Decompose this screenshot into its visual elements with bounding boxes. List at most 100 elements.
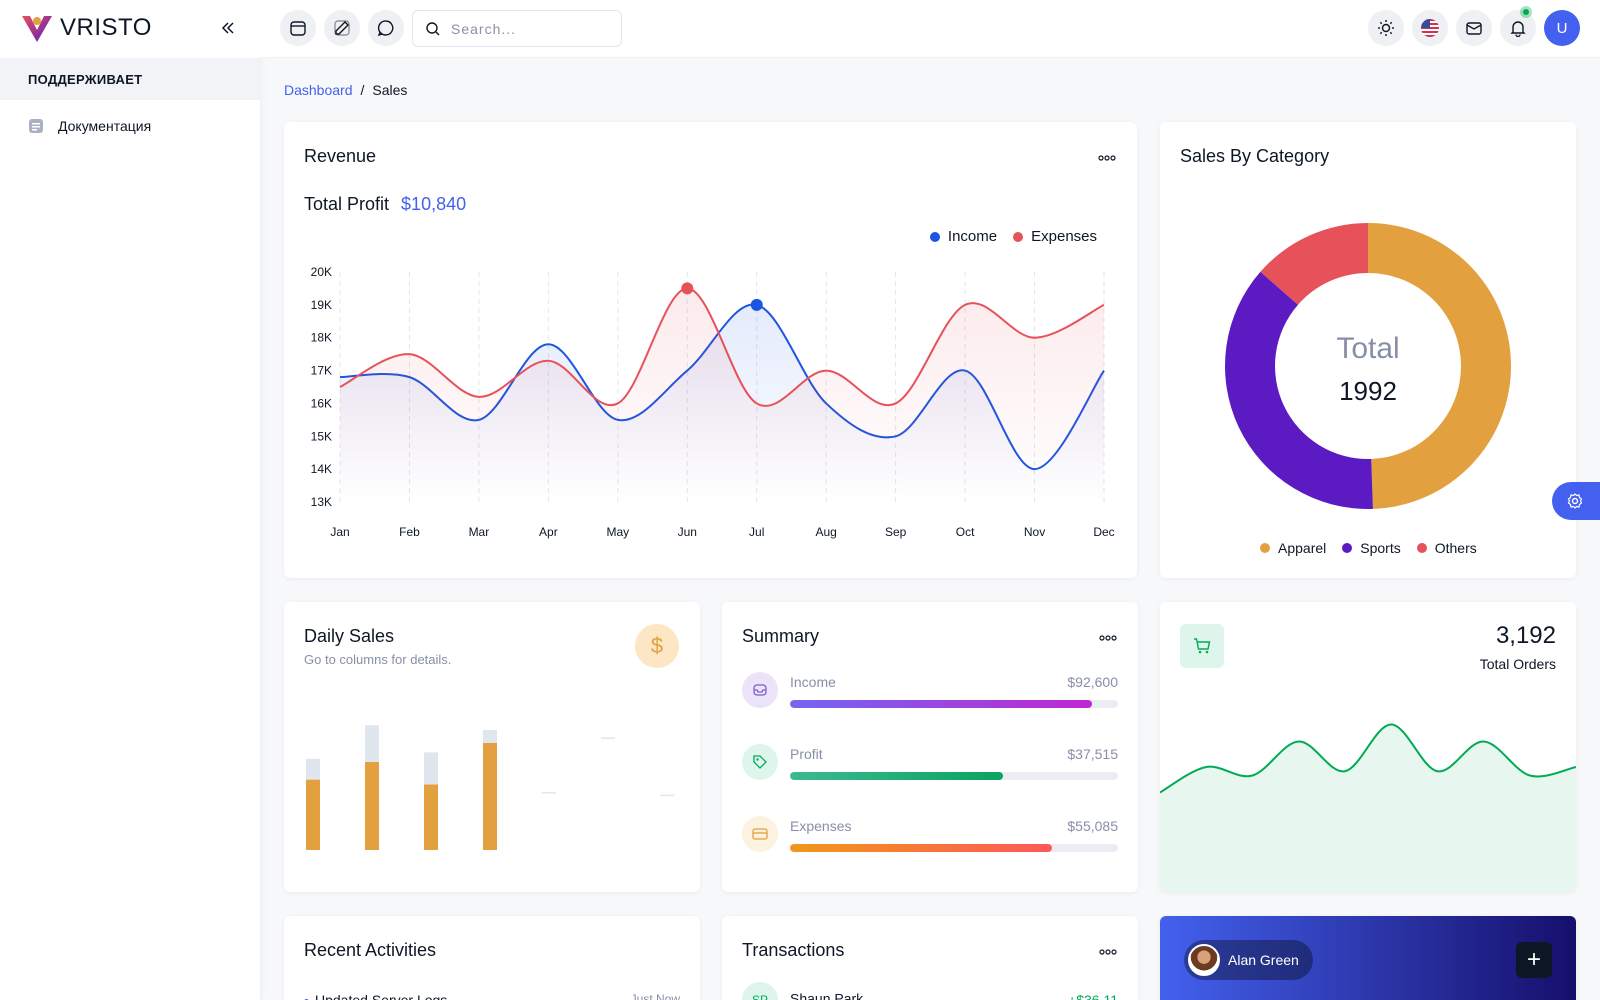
- series-line-expenses: [339, 287, 1105, 407]
- x-tick-label: May: [606, 525, 629, 539]
- donut-slice-sports: [1225, 271, 1373, 509]
- total-profit: Total Profit $10,840: [304, 194, 466, 215]
- sales-by-category-panel: Sales By Category Total 1992 Apparel Spor…: [1160, 122, 1576, 578]
- legend-others-dot: [1416, 543, 1427, 553]
- language-button[interactable]: [1412, 10, 1448, 46]
- legend-sports[interactable]: Sports: [1342, 540, 1401, 556]
- calendar-icon: [290, 21, 306, 36]
- brand[interactable]: VRISTO: [20, 12, 152, 44]
- search-input[interactable]: [451, 20, 601, 37]
- daily-bar-sales: [483, 742, 497, 850]
- calendar-button[interactable]: [280, 10, 316, 46]
- x-tick-label: Feb: [399, 525, 420, 539]
- chat-icon: [377, 20, 394, 37]
- legend-others-label: Others: [1434, 540, 1477, 556]
- donut-center-label: Total: [1336, 332, 1399, 365]
- user-avatar[interactable]: U: [1544, 10, 1580, 46]
- summary-menu-button[interactable]: [1097, 632, 1119, 644]
- daily-bar-sales: [365, 762, 379, 850]
- total-orders-panel: 3,192 Total Orders: [1160, 602, 1576, 892]
- legend-income-dot: [929, 231, 940, 242]
- notifications-button[interactable]: [1500, 6, 1536, 46]
- bell-icon: [1510, 21, 1526, 37]
- collapse-sidebar-button[interactable]: [218, 16, 238, 40]
- activity-item[interactable]: Updated Server Logs Just Now: [304, 992, 680, 1000]
- breadcrumb-dashboard-link[interactable]: Dashboard: [284, 82, 353, 98]
- x-tick-label: Mar: [469, 525, 490, 539]
- edit-icon: [334, 20, 350, 36]
- daily-bar-remaining: [365, 725, 379, 762]
- legend-income-label: Income: [947, 228, 998, 245]
- x-tick-label: Apr: [539, 525, 558, 539]
- summary-expenses-track: [790, 844, 1118, 852]
- profile-pill[interactable]: Alan Green: [1184, 940, 1313, 980]
- messages-button[interactable]: [1456, 10, 1492, 46]
- search-icon: [426, 21, 440, 35]
- legend-expenses[interactable]: Expenses: [1013, 228, 1097, 245]
- data-point-income: [750, 298, 763, 311]
- revenue-chart: Jan Feb Mar Apr May Jun Jul Aug Sep Oct Nov Dec 13K 1…: [311, 265, 1115, 539]
- activity-text: Updated Server Logs: [315, 992, 448, 1000]
- theme-toggle-button[interactable]: [1368, 10, 1404, 46]
- x-tick-label: Nov: [1024, 525, 1045, 539]
- revenue-title: Revenue: [304, 146, 377, 166]
- category-legend: Apparel Sports Others: [1260, 540, 1477, 556]
- sidebar-item-documentation[interactable]: Документация: [20, 110, 240, 142]
- more-horizontal-icon: [1099, 635, 1117, 641]
- profile-name: Alan Green: [1228, 952, 1299, 968]
- total-profit-value: $10,840: [401, 194, 467, 214]
- edit-button[interactable]: [324, 10, 360, 46]
- daily-sales-title: Daily Sales: [304, 626, 395, 646]
- theme-settings-button[interactable]: [1552, 482, 1600, 520]
- revenue-legend: Income Expenses: [929, 228, 1097, 245]
- search-box[interactable]: [412, 10, 622, 47]
- shopping-cart-icon: [1180, 624, 1224, 668]
- orders-line: [1160, 723, 1576, 794]
- summary-income-label: Income: [790, 674, 836, 690]
- legend-income[interactable]: Income: [929, 228, 998, 245]
- daily-bar-sales: [306, 779, 320, 850]
- legend-others[interactable]: Others: [1416, 540, 1477, 556]
- credit-card-icon: [742, 816, 778, 852]
- vristo-logo-icon: [22, 16, 52, 42]
- sidebar-section-heading: ПОДДЕРЖИВАЕТ: [0, 58, 260, 100]
- daily-sales-subtitle: Go to columns for details.: [304, 652, 452, 667]
- chat-button[interactable]: [368, 10, 404, 46]
- mail-icon: [1466, 22, 1482, 35]
- transactions-panel: Transactions SP Shaun Park +$36.11: [722, 916, 1138, 1000]
- daily-bar-remaining: [424, 752, 438, 785]
- breadcrumb-current: Sales: [372, 82, 408, 98]
- summary-panel: Summary Income $92,600 Profit $37,515 Ex: [722, 602, 1138, 892]
- donut-slice-apparel: [1368, 223, 1511, 509]
- sidebar-item-label: Документация: [58, 118, 152, 134]
- gear-icon: [1567, 493, 1583, 509]
- revenue-panel: Revenue Total Profit $10,840 Income Expe…: [284, 122, 1137, 578]
- summary-row-expenses: Expenses $55,085: [742, 816, 1118, 866]
- legend-sports-label: Sports: [1360, 540, 1401, 556]
- summary-profit-track: [790, 772, 1118, 780]
- recent-activities-title: Recent Activities: [304, 940, 437, 960]
- daily-sales-panel: Daily Sales Go to columns for details. $: [284, 602, 700, 892]
- y-tick-label: 19K: [311, 298, 332, 312]
- revenue-menu-button[interactable]: [1096, 152, 1118, 164]
- x-tick-label: Sep: [885, 525, 907, 539]
- summary-expenses-bar: [790, 844, 1053, 852]
- x-tick-label: Aug: [816, 525, 837, 539]
- y-tick-label: 20K: [311, 265, 332, 279]
- x-tick-label: Jun: [678, 525, 697, 539]
- top-header: U: [260, 0, 1600, 58]
- summary-profit-bar: [790, 772, 1004, 780]
- sales-by-category-donut: Total 1992: [1225, 223, 1511, 509]
- daily-bar-remaining: [483, 730, 497, 743]
- transactions-menu-button[interactable]: [1097, 946, 1119, 958]
- donut-slice-others: [1260, 223, 1368, 305]
- document-icon: [29, 119, 43, 133]
- transaction-row[interactable]: SP Shaun Park +$36.11: [742, 982, 1118, 1000]
- y-tick-label: 17K: [311, 364, 332, 378]
- add-button[interactable]: +: [1516, 942, 1552, 978]
- transaction-name: Shaun Park: [790, 990, 864, 1000]
- recent-activities-panel: Recent Activities Updated Server Logs Ju…: [284, 916, 700, 1000]
- daily-bar-sales: [424, 784, 438, 850]
- total-orders-chart: [1160, 723, 1576, 892]
- legend-apparel[interactable]: Apparel: [1260, 540, 1326, 556]
